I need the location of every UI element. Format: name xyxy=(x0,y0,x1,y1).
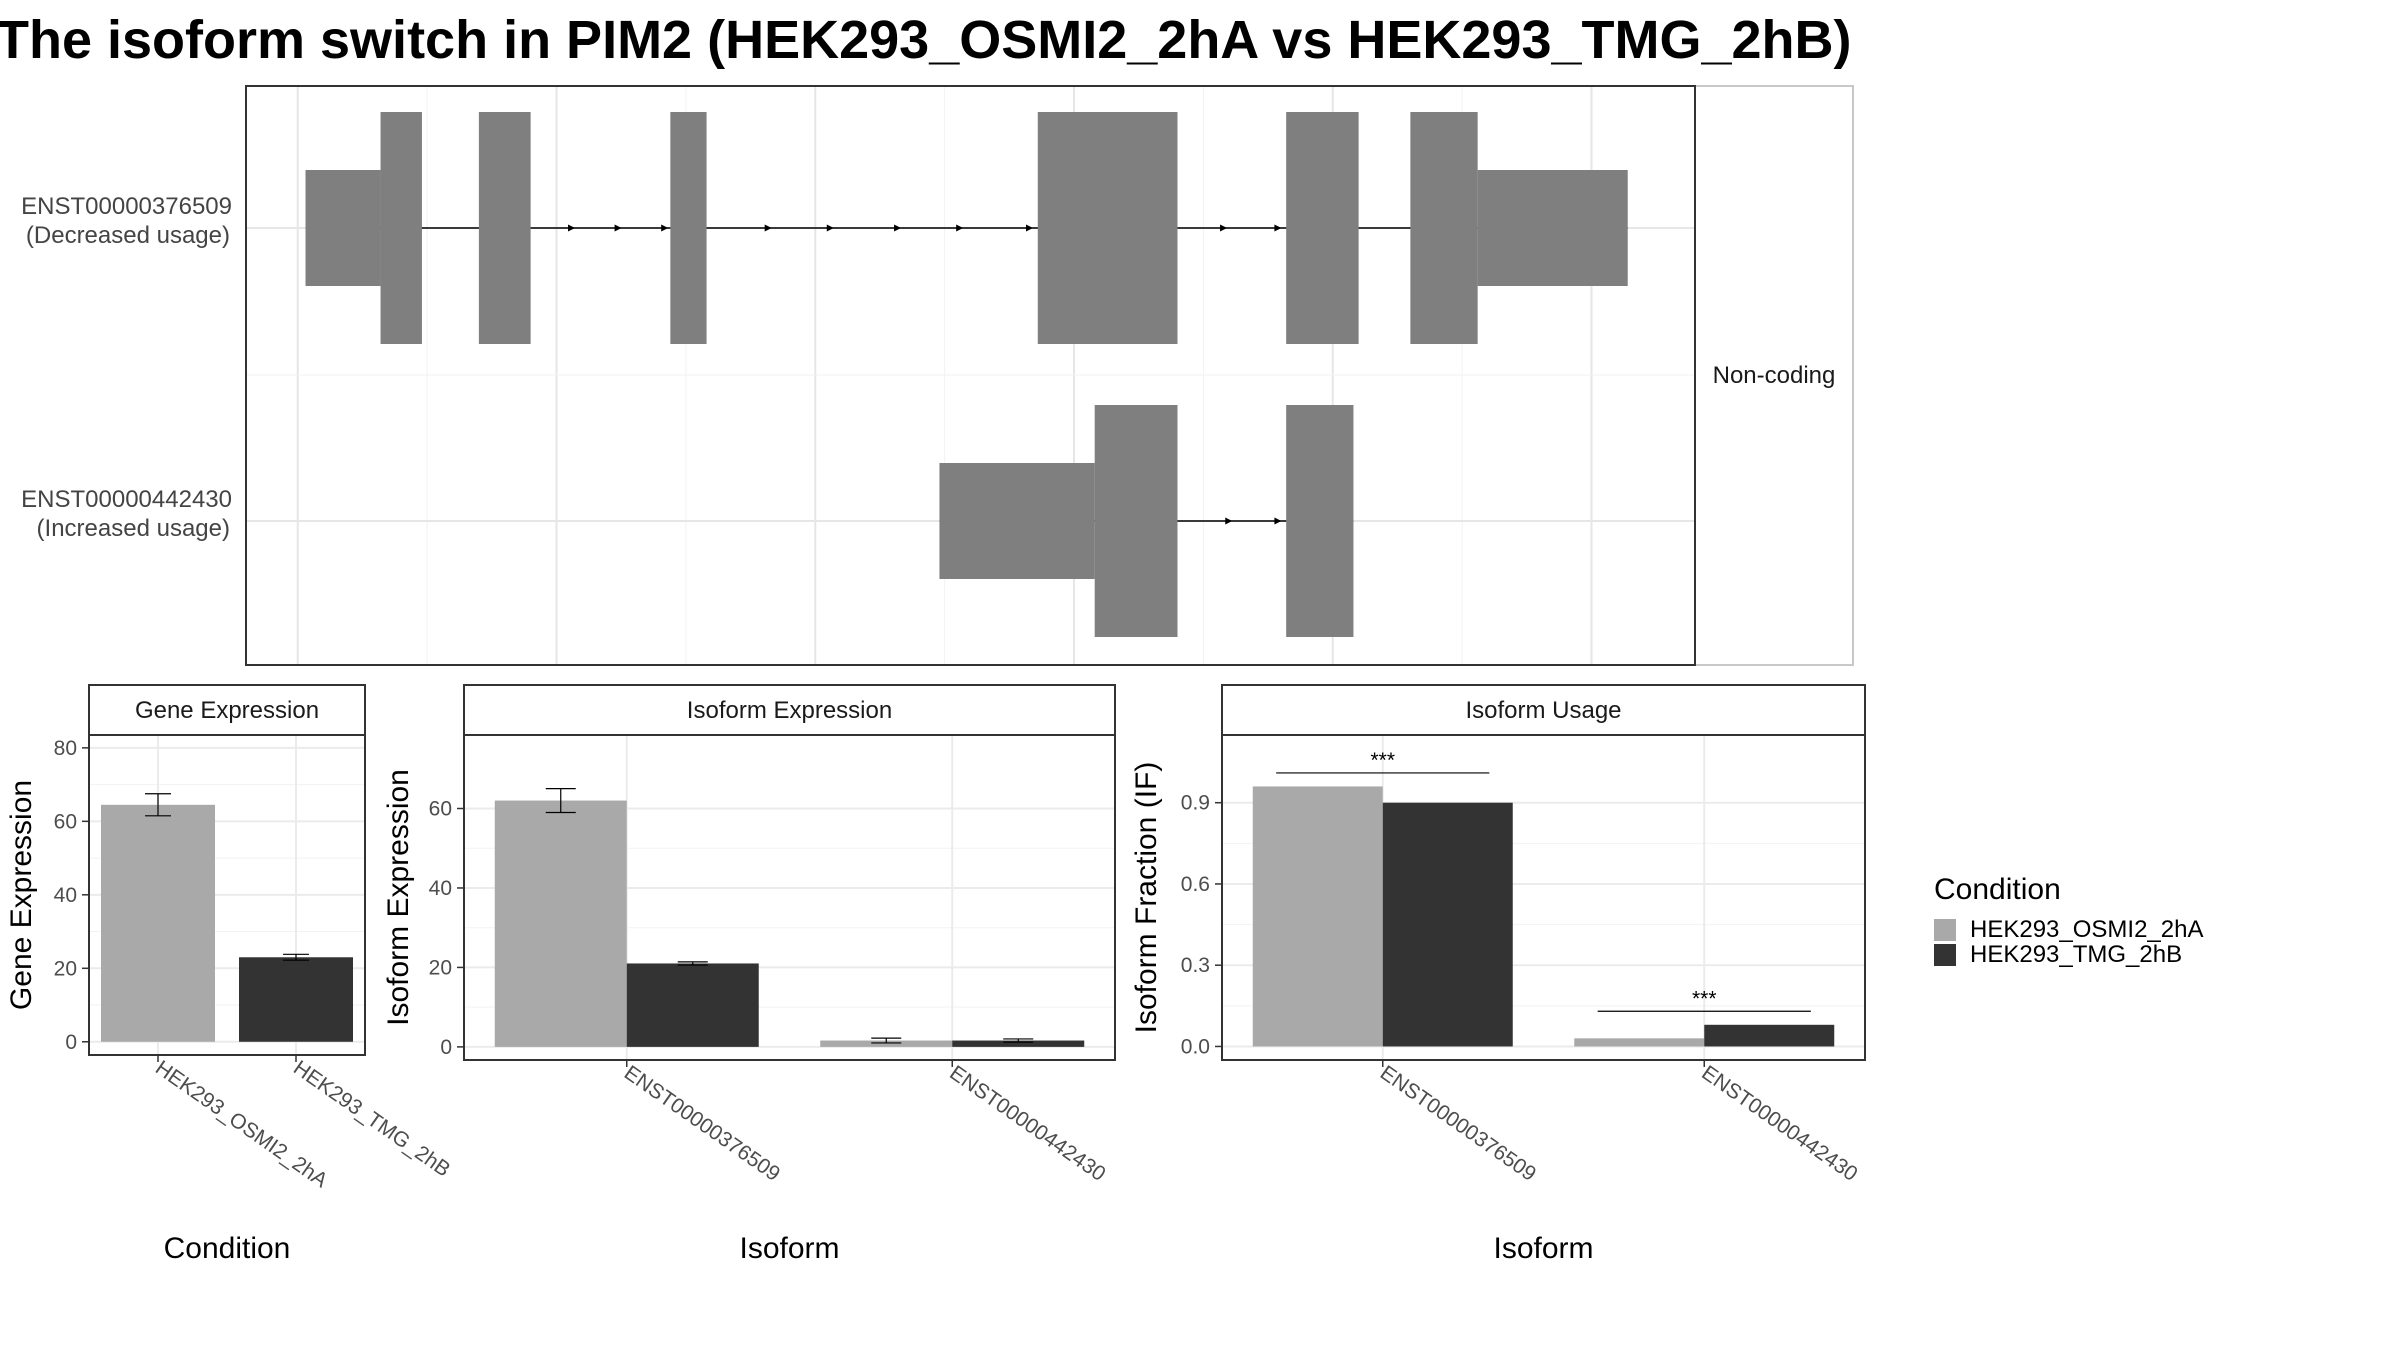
bar xyxy=(952,1040,1085,1047)
isoform-usage-label: (Decreased usage) xyxy=(26,222,230,249)
direction-arrow-icon xyxy=(661,224,669,232)
isoform-row-label: ENST00000376509 xyxy=(21,193,232,220)
y-axis-title: Isoform Fraction (IF) xyxy=(1130,762,1163,1034)
figure-title: The isoform switch in PIM2 (HEK293_OSMI2… xyxy=(0,10,1852,70)
x-tick-label: ENST00000442430 xyxy=(1697,1061,1861,1186)
y-tick-label: 20 xyxy=(54,957,77,980)
gene-expression-panel: Gene Expression020406080HEK293_OSMI2_2hA… xyxy=(5,684,454,1265)
bar xyxy=(239,957,353,1042)
y-tick-label: 0 xyxy=(65,1031,77,1054)
legend-title: Condition xyxy=(1934,873,2061,906)
x-tick-label: ENST00000376509 xyxy=(1376,1061,1540,1186)
direction-arrow-icon xyxy=(1274,224,1282,232)
bar xyxy=(1704,1024,1835,1047)
direction-arrow-icon xyxy=(1026,224,1034,232)
legend-item-label: HEK293_TMG_2hB xyxy=(1970,941,2182,968)
exon-coding xyxy=(1037,112,1178,344)
exon-utr xyxy=(1477,170,1628,286)
legend-item-label: HEK293_OSMI2_2hA xyxy=(1970,916,2203,943)
direction-arrow-icon xyxy=(1225,517,1233,525)
bar xyxy=(1252,786,1383,1047)
direction-arrow-icon xyxy=(956,224,964,232)
y-tick-label: 40 xyxy=(429,877,452,900)
exon-coding xyxy=(478,112,531,344)
exon-utr xyxy=(305,170,381,286)
panel-strip-title: Isoform Expression xyxy=(687,697,892,724)
exon-coding xyxy=(380,112,422,344)
exon-coding xyxy=(1286,405,1354,637)
x-tick-label: ENST00000442430 xyxy=(945,1061,1109,1186)
isoform-expression-panel: Isoform Expression 0 20 40 60 ENST00000376509… xyxy=(382,684,1116,1265)
exon-coding xyxy=(1286,112,1359,344)
y-tick-label: 40 xyxy=(54,884,77,907)
exon-utr xyxy=(939,463,1095,579)
non-coding-label: Non-coding xyxy=(1713,362,1836,389)
direction-arrow-icon xyxy=(1274,517,1282,525)
y-tick-label: 60 xyxy=(429,798,452,821)
direction-arrow-icon xyxy=(1220,224,1228,232)
y-tick-label: 20 xyxy=(429,956,452,979)
direction-arrow-icon xyxy=(894,224,902,232)
panel-strip-title: Isoform Usage xyxy=(1465,697,1621,724)
direction-arrow-icon xyxy=(568,224,576,232)
legend-swatch xyxy=(1934,944,1956,966)
x-tick-label: ENST00000376509 xyxy=(620,1061,784,1186)
x-axis-title: Isoform xyxy=(1493,1232,1593,1265)
y-tick-label: 80 xyxy=(54,737,77,760)
panel-strip xyxy=(463,684,1116,736)
isoform-usage-panel: *** *** Isoform Usage 0.0 0.3 0.6 0.9 ENST00000… xyxy=(1130,684,1866,1265)
y-tick-label: 0.9 xyxy=(1181,792,1210,815)
significance-label: *** xyxy=(1692,987,1717,1010)
exon-coding xyxy=(670,112,707,344)
significance-label: *** xyxy=(1370,749,1395,772)
bar xyxy=(1574,1038,1705,1047)
bar xyxy=(494,800,627,1047)
y-tick-label: 0.0 xyxy=(1181,1035,1210,1058)
panel-strip xyxy=(88,684,366,736)
isoform-structure-panel: Non-coding ENST00000376509(Decreased usag… xyxy=(21,85,1854,666)
y-tick-label: 60 xyxy=(54,810,77,833)
panel-strip-title: Gene Expression xyxy=(135,697,319,724)
bar xyxy=(1382,802,1513,1047)
x-axis-title: Condition xyxy=(164,1232,291,1265)
direction-arrow-icon xyxy=(826,224,834,232)
direction-arrow-icon xyxy=(764,224,772,232)
direction-arrow-icon xyxy=(614,224,622,232)
y-tick-label: 0.6 xyxy=(1181,873,1210,896)
y-tick-label: 0.3 xyxy=(1181,954,1210,977)
structure-side-strip xyxy=(1694,85,1854,666)
bar xyxy=(820,1040,953,1047)
bar xyxy=(101,804,215,1042)
exon-coding xyxy=(1410,112,1478,344)
y-axis-title: Isoform Expression xyxy=(382,769,415,1026)
isoform-usage-label: (Increased usage) xyxy=(37,515,230,542)
x-axis-title: Isoform xyxy=(739,1232,839,1265)
isoform-row-label: ENST00000442430 xyxy=(21,486,232,513)
y-tick-label: 0 xyxy=(440,1036,452,1059)
structure-panel-border xyxy=(245,85,1696,666)
y-axis-title: Gene Expression xyxy=(5,780,38,1010)
exon-coding xyxy=(1094,405,1178,637)
panel-strip xyxy=(1221,684,1866,736)
legend-swatch xyxy=(1934,919,1956,941)
bar xyxy=(626,963,759,1047)
